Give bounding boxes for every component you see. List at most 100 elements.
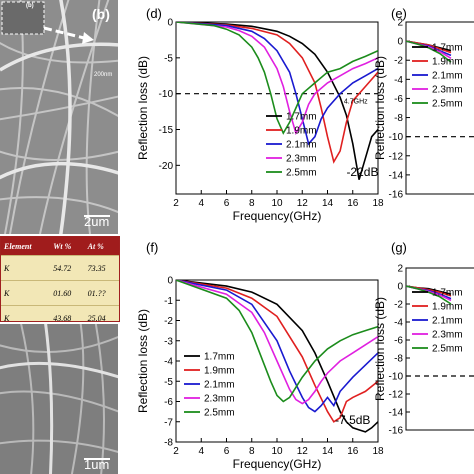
cell: K	[1, 280, 51, 306]
y-tick-label: -6	[394, 94, 403, 105]
x-tick-label: 4	[198, 198, 204, 209]
scale-bar-bottom	[84, 458, 110, 460]
table-row: K 54.72 73.35	[1, 255, 119, 281]
sem-image-bottom: 1um	[0, 324, 118, 474]
eds-table: Element Wt % At % K 54.72 73.35 K 01.60 …	[0, 236, 120, 322]
y-tick-label: 0	[397, 37, 403, 48]
cell: 01.??	[84, 280, 119, 306]
y-axis-label: Reflection loss (dB)	[373, 56, 387, 160]
legend-label: 2.5mm	[286, 168, 317, 179]
y-tick-label: 0	[167, 276, 173, 287]
legend-label: 2.3mm	[204, 394, 235, 405]
series-line-2.5mm	[176, 280, 378, 403]
y-tick-label: -15	[159, 125, 174, 136]
legend-label: 2.1mm	[432, 316, 463, 327]
sem-panel-letter: (b)	[92, 6, 110, 22]
y-tick-label: -16	[389, 426, 404, 437]
annotation: -22dB	[346, 165, 378, 179]
x-tick-label: 2	[173, 446, 179, 457]
table-row: K 01.60 01.??	[1, 280, 119, 306]
y-tick-label: -6	[394, 336, 403, 347]
x-tick-label: 18	[372, 198, 384, 209]
series-line-2.1mm	[176, 280, 378, 413]
y-tick-label: -10	[389, 132, 404, 143]
y-tick-label: -4	[394, 75, 403, 86]
scale-label-top: 2um	[84, 214, 110, 229]
chart-d: (d) 0 -5 -10 -15 -20 2 4 6 8 10 12 14 16 18 Frequency(G…	[136, 6, 384, 223]
y-tick-label: -8	[394, 354, 403, 365]
y-tick-label: -7	[164, 417, 173, 428]
y-tick-label: -8	[164, 438, 173, 449]
legend-label: 1.7mm	[432, 288, 463, 299]
sem-fibers-top	[0, 0, 118, 234]
legend-label: 1.9mm	[432, 57, 463, 68]
series-line-2.5mm	[406, 40, 452, 63]
legend-label: 2.3mm	[286, 154, 317, 165]
y-tick-label: -14	[389, 170, 404, 181]
x-tick-label: 12	[297, 446, 309, 457]
y-tick-label: -8	[394, 113, 403, 124]
y-tick-label: 0	[167, 18, 173, 29]
cell: 01.60	[50, 280, 85, 306]
y-tick-label: -12	[389, 151, 404, 162]
legend-label: 1.7mm	[432, 43, 463, 54]
header-wt: Wt %	[50, 237, 85, 256]
panel-letter: (d)	[146, 6, 162, 21]
chart-f: (f) 0 -1 -2 -3 -4 -5 -6 -7 -82 4 6 8 10 12 14 16 18 Freque…	[136, 240, 384, 471]
y-tick-label: 0	[397, 282, 403, 293]
header-at: At %	[84, 237, 119, 256]
legend-label: 1.7mm	[286, 112, 317, 123]
y-tick-label: -6	[164, 397, 173, 408]
x-tick-label: 8	[249, 446, 255, 457]
scale-label-bottom: 1um	[84, 457, 110, 472]
cell: 73.35	[84, 255, 119, 281]
legend-label: 2.5mm	[204, 408, 235, 419]
legend-label: 2.5mm	[432, 344, 463, 355]
x-tick-label: 10	[271, 446, 283, 457]
y-tick-label: -1	[164, 296, 173, 307]
y-tick-label: -4	[394, 318, 403, 329]
y-tick-label: -10	[159, 89, 174, 100]
series-line-1.9mm	[176, 280, 378, 423]
y-tick-label: -12	[389, 390, 404, 401]
cell: K	[1, 255, 51, 281]
sem-fibers-bottom	[0, 324, 118, 474]
sem-inset-letter: (b)	[26, 3, 34, 9]
y-axis-label: Reflection loss (dB)	[373, 297, 387, 401]
y-tick-label: -10	[389, 372, 404, 383]
legend-label: 2.1mm	[286, 140, 317, 151]
table-header-row: Element Wt % At %	[1, 237, 119, 256]
x-axis-label: Frequency(GHz)	[233, 457, 322, 471]
series-line-2.3mm	[176, 280, 378, 405]
y-tick-label: 2	[397, 18, 403, 29]
x-tick-label: 18	[372, 446, 384, 457]
legend-label: 1.7mm	[204, 352, 235, 363]
x-tick-label: 14	[322, 446, 334, 457]
legend-label: 2.3mm	[432, 85, 463, 96]
plot-frame	[405, 21, 474, 195]
y-tick-label: -4	[164, 357, 173, 368]
y-tick-label: -16	[389, 190, 404, 201]
x-tick-label: 6	[224, 446, 230, 457]
annotation: -7.5dB	[335, 413, 370, 427]
scale-bar-top	[84, 215, 110, 217]
x-tick-label: 6	[224, 198, 230, 209]
legend-label: 1.9mm	[432, 302, 463, 313]
y-tick-label: -5	[164, 53, 173, 64]
plot-frame	[405, 267, 474, 431]
table-row: K 43.68 25.04	[1, 305, 119, 321]
cell: 54.72	[50, 255, 85, 281]
series-line-1.9mm	[176, 22, 378, 164]
cell: K	[1, 305, 51, 321]
header-element: Element	[1, 237, 51, 256]
cell: 43.68	[50, 305, 85, 321]
x-tick-label: 14	[322, 198, 334, 209]
legend-label: 1.9mm	[204, 366, 235, 377]
series-line-2.1mm	[176, 22, 378, 146]
chart-e: (e)2 0 -2 -4 -6 -8 -10 -12 -14 -16 Reflection loss…	[373, 6, 474, 201]
x-tick-label: 10	[271, 198, 283, 209]
y-tick-label: -14	[389, 408, 404, 419]
x-tick-label: 2	[173, 198, 179, 209]
legend-label: 2.3mm	[432, 330, 463, 341]
